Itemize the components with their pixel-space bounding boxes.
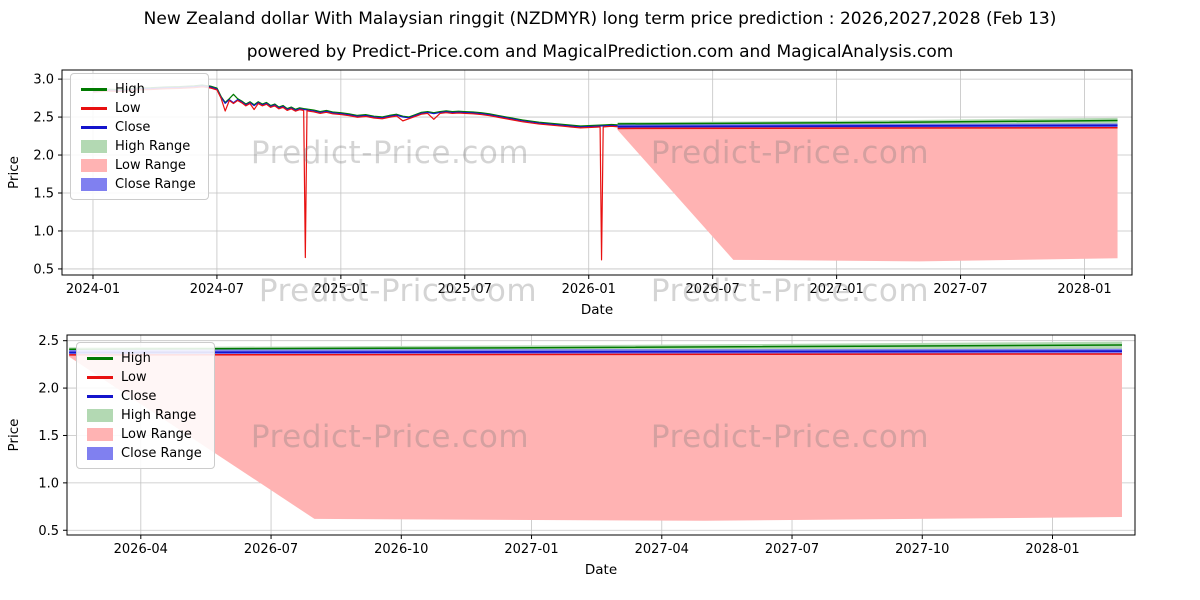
y-tick-label: 0.5: [33, 262, 54, 277]
page-title: New Zealand dollar With Malaysian ringgi…: [143, 9, 1057, 29]
page-subtitle: powered by Predict-Price.com and Magical…: [246, 42, 954, 62]
y-tick-label: 2.0: [38, 382, 59, 397]
series-close-prediction: [69, 350, 1122, 354]
bottom-chart-legend: High Low Close High Range Low Range Close Ran…: [76, 342, 215, 469]
legend-label: Low Range: [121, 426, 192, 442]
x-tick-label: 2027-04: [635, 542, 689, 557]
legend-swatch: [87, 408, 113, 422]
x-tick-label: 2028-01: [1025, 542, 1079, 557]
band-low-range: [69, 353, 1122, 521]
watermark-text: Predict-Price.com: [250, 135, 530, 171]
x-tick-label: 2028-01: [1057, 282, 1111, 297]
x-tick-label: 2026-04: [114, 542, 168, 557]
legend-label: High: [115, 81, 145, 97]
legend-swatch: [81, 158, 107, 172]
y-tick-label: 1.0: [38, 476, 59, 491]
series-low-prediction: [69, 353, 1122, 356]
legend-item-low: Low: [87, 369, 202, 385]
y-tick-label: 2.5: [38, 334, 59, 349]
legend-item-close-range: Close Range: [87, 445, 202, 461]
x-tick-label: 2026-10: [374, 542, 428, 557]
y-tick-label: 1.0: [33, 224, 54, 239]
y-axis-label: Price: [6, 419, 22, 452]
x-tick-label: 2025-01: [314, 282, 368, 297]
legend-swatch: [81, 87, 107, 91]
legend-label: Close: [121, 388, 157, 404]
top-price-chart: 2024-01 2024-07 2025-01 2025-07 2026-01 2026-…: [6, 69, 1133, 318]
x-tick-label: 2026-01: [562, 282, 616, 297]
series-high-prediction: [617, 119, 1118, 125]
watermark-text: Predict-Price.com: [250, 419, 530, 455]
watermark-text: Predict-Price.com: [650, 273, 930, 309]
series-close-history: [92, 85, 618, 128]
legend-label: Close Range: [115, 176, 196, 192]
x-tick-label: 2026-07: [686, 282, 740, 297]
y-tick-label: 2.5: [33, 111, 54, 126]
legend-swatch: [81, 139, 107, 153]
legend-swatch: [87, 375, 113, 379]
y-tick-label: 1.5: [33, 187, 54, 202]
legend-label: High Range: [115, 138, 191, 154]
x-tick-label: 2027-01: [809, 282, 863, 297]
legend-item-high-range: High Range: [81, 138, 196, 154]
watermark-text: Predict-Price.com: [258, 273, 538, 309]
legend-item-high: High: [87, 350, 202, 366]
legend-swatch: [81, 125, 107, 129]
x-tick-label: 2027-07: [765, 542, 819, 557]
legend-item-close-range: Close Range: [81, 176, 196, 192]
legend-label: Low: [121, 369, 147, 385]
legend-swatch: [87, 394, 113, 398]
y-tick-label: 0.5: [38, 524, 59, 539]
x-tick-label: 2025-07: [438, 282, 492, 297]
watermark-text: Predict-Price.com: [650, 135, 930, 171]
legend-item-low-range: Low Range: [81, 157, 196, 173]
legend-swatch: [87, 427, 113, 441]
legend-item-close: Close: [87, 388, 202, 404]
legend-item-close: Close: [81, 119, 196, 135]
legend-swatch: [87, 446, 113, 460]
legend-label: High: [121, 350, 151, 366]
legend-item-low-range: Low Range: [87, 426, 202, 442]
series-low-history: [92, 86, 618, 261]
legend-swatch: [87, 356, 113, 360]
legend-swatch: [81, 106, 107, 110]
legend-item-low: Low: [81, 100, 196, 116]
series-high-history: [92, 84, 618, 127]
plot-border: [61, 69, 1133, 276]
series-close-prediction: [617, 124, 1118, 128]
x-axis-label: Date: [581, 302, 613, 318]
top-chart-legend: High Low Close High Range Low Range Close Ran…: [70, 73, 209, 200]
x-tick-label: 2024-07: [190, 282, 244, 297]
legend-label: Close: [115, 119, 151, 135]
legend-item-high: High: [81, 81, 196, 97]
x-tick-label: 2027-10: [895, 542, 949, 557]
y-tick-label: 1.5: [38, 429, 59, 444]
x-tick-label: 2027-07: [933, 282, 987, 297]
series-high-prediction: [69, 344, 1122, 350]
band-low-range: [617, 127, 1118, 262]
y-tick-label: 2.0: [33, 149, 54, 164]
legend-label: Low: [115, 100, 141, 116]
legend-item-high-range: High Range: [87, 407, 202, 423]
x-axis-label: Date: [585, 562, 617, 578]
legend-swatch: [81, 177, 107, 191]
x-tick-label: 2027-01: [504, 542, 558, 557]
y-tick-label: 3.0: [33, 73, 54, 88]
series-low-prediction: [617, 126, 1118, 130]
bottom-prediction-chart: 2026-04 2026-07 2026-10 2027-01 2027-04 2027-…: [6, 334, 1136, 578]
legend-label: Low Range: [115, 157, 186, 173]
y-axis-label: Price: [6, 156, 22, 189]
watermark-text: Predict-Price.com: [650, 419, 930, 455]
x-tick-label: 2024-01: [66, 282, 120, 297]
x-tick-label: 2026-07: [244, 542, 298, 557]
legend-label: High Range: [121, 407, 197, 423]
legend-label: Close Range: [121, 445, 202, 461]
